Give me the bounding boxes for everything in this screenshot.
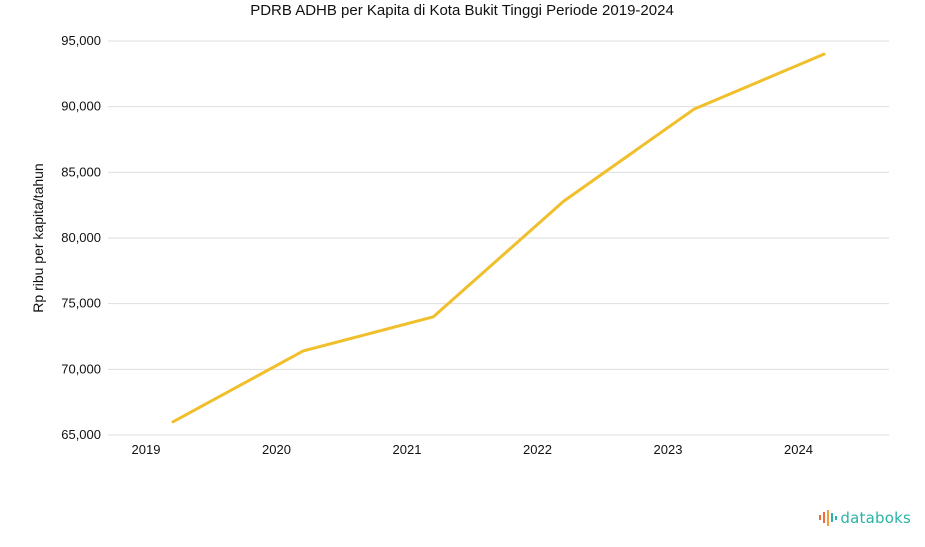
- y-tick-label: 80,000: [61, 230, 101, 245]
- gridlines: [108, 40, 889, 436]
- y-tick-label: 90,000: [61, 99, 101, 114]
- x-tick-label: 2024: [784, 442, 813, 457]
- databoks-brand: databoks: [819, 509, 911, 527]
- brand-name: databoks: [840, 509, 911, 527]
- x-tick-label: 2023: [654, 442, 683, 457]
- y-tick-label: 95,000: [61, 33, 101, 48]
- series-line-0: [171, 52, 826, 424]
- series-group: [171, 52, 826, 424]
- databoks-bars-icon: [819, 510, 838, 526]
- y-tick-label: 65,000: [61, 427, 101, 442]
- x-tick-label: 2020: [262, 442, 291, 457]
- chart-title: PDRB ADHB per Kapita di Kota Bukit Tingg…: [250, 2, 674, 19]
- y-axis-ticks: 65,000 70,000 75,000 80,000 85,000 90,000 95,0…: [61, 33, 101, 442]
- x-tick-label: 2022: [523, 442, 552, 457]
- y-tick-label: 75,000: [61, 296, 101, 311]
- x-tick-label: 2021: [393, 442, 422, 457]
- y-tick-label: 70,000: [61, 361, 101, 376]
- y-axis-label: Rp ribu per kapita/tahun: [30, 163, 46, 312]
- x-axis-ticks: 2019 2020 2021 2022 2023 2024: [132, 442, 813, 457]
- y-tick-label: 85,000: [61, 164, 101, 179]
- x-tick-label: 2019: [132, 442, 161, 457]
